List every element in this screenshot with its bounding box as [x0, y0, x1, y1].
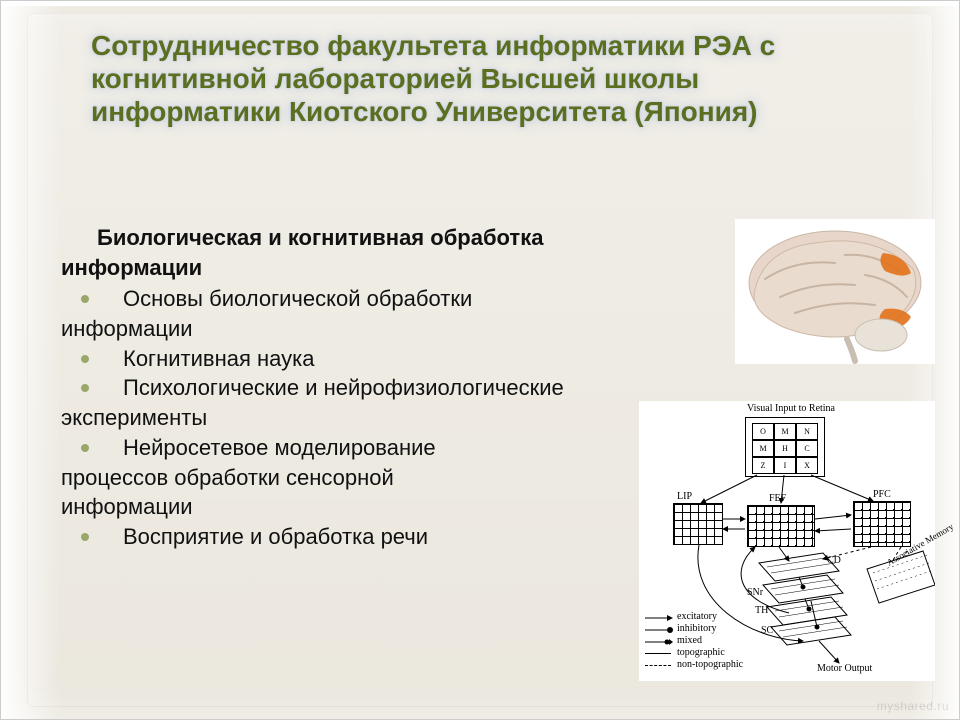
lead-paragraph: Биологическая и когнитивная обработка ин… [61, 223, 701, 282]
legend-marker-excitatory [645, 613, 673, 623]
brain-figure [735, 219, 935, 364]
list-item: Восприятие и обработка речи [61, 522, 701, 552]
legend-marker-mixed [645, 637, 673, 647]
bullet-continuation: процессов обработки сенсорной [61, 463, 701, 493]
bullet-list: Основы биологической обработки информаци… [61, 284, 701, 551]
watermark: myshared.ru [877, 699, 949, 713]
node-label-sc: SC [761, 625, 773, 636]
legend-marker-topographic [645, 653, 671, 654]
lead-line2: информации [61, 255, 202, 280]
brain-icon [735, 219, 935, 364]
list-item: Когнитивная наука [61, 344, 701, 374]
slide-title: Сотрудничество факультета информатики РЭ… [91, 29, 779, 128]
legend-marker-inhibitory [645, 625, 673, 635]
legend-label: inhibitory [677, 623, 716, 634]
node-label-th: TH [755, 605, 768, 616]
network-diagram: Visual Input to Retina O M N M H C Z I X… [639, 401, 935, 681]
legend-label: non-topographic [677, 659, 743, 670]
bullet-continuation: информации [61, 314, 701, 344]
list-item: Психологические и нейрофизиологические [61, 373, 701, 403]
bullet-text: Восприятие и обработка речи [123, 524, 428, 549]
node-label-cd: CD [827, 555, 841, 566]
bullet-text: Когнитивная наука [123, 346, 314, 371]
list-item: Основы биологической обработки [61, 284, 701, 314]
bullet-text: Психологические и нейрофизиологические [123, 375, 564, 400]
legend-marker-nontopographic [645, 665, 671, 666]
legend-label: mixed [677, 635, 702, 646]
content-block: Биологическая и когнитивная обработка ин… [61, 223, 701, 552]
bullet-continuation: информации [61, 492, 701, 522]
bullet-text: Нейросетевое моделирование [123, 435, 436, 460]
slide: Сотрудничество факультета информатики РЭ… [0, 0, 960, 720]
legend-label: topographic [677, 647, 725, 658]
bullet-continuation: эксперименты [61, 403, 701, 433]
bullet-text: Основы биологической обработки [123, 286, 472, 311]
lead-line1: Биологическая и когнитивная обработка [61, 225, 543, 250]
node-label-snr: SNr [747, 587, 763, 598]
list-item: Нейросетевое моделирование [61, 433, 701, 463]
diagram-bottom-label: Motor Output [817, 663, 872, 674]
legend-label: excitatory [677, 611, 717, 622]
